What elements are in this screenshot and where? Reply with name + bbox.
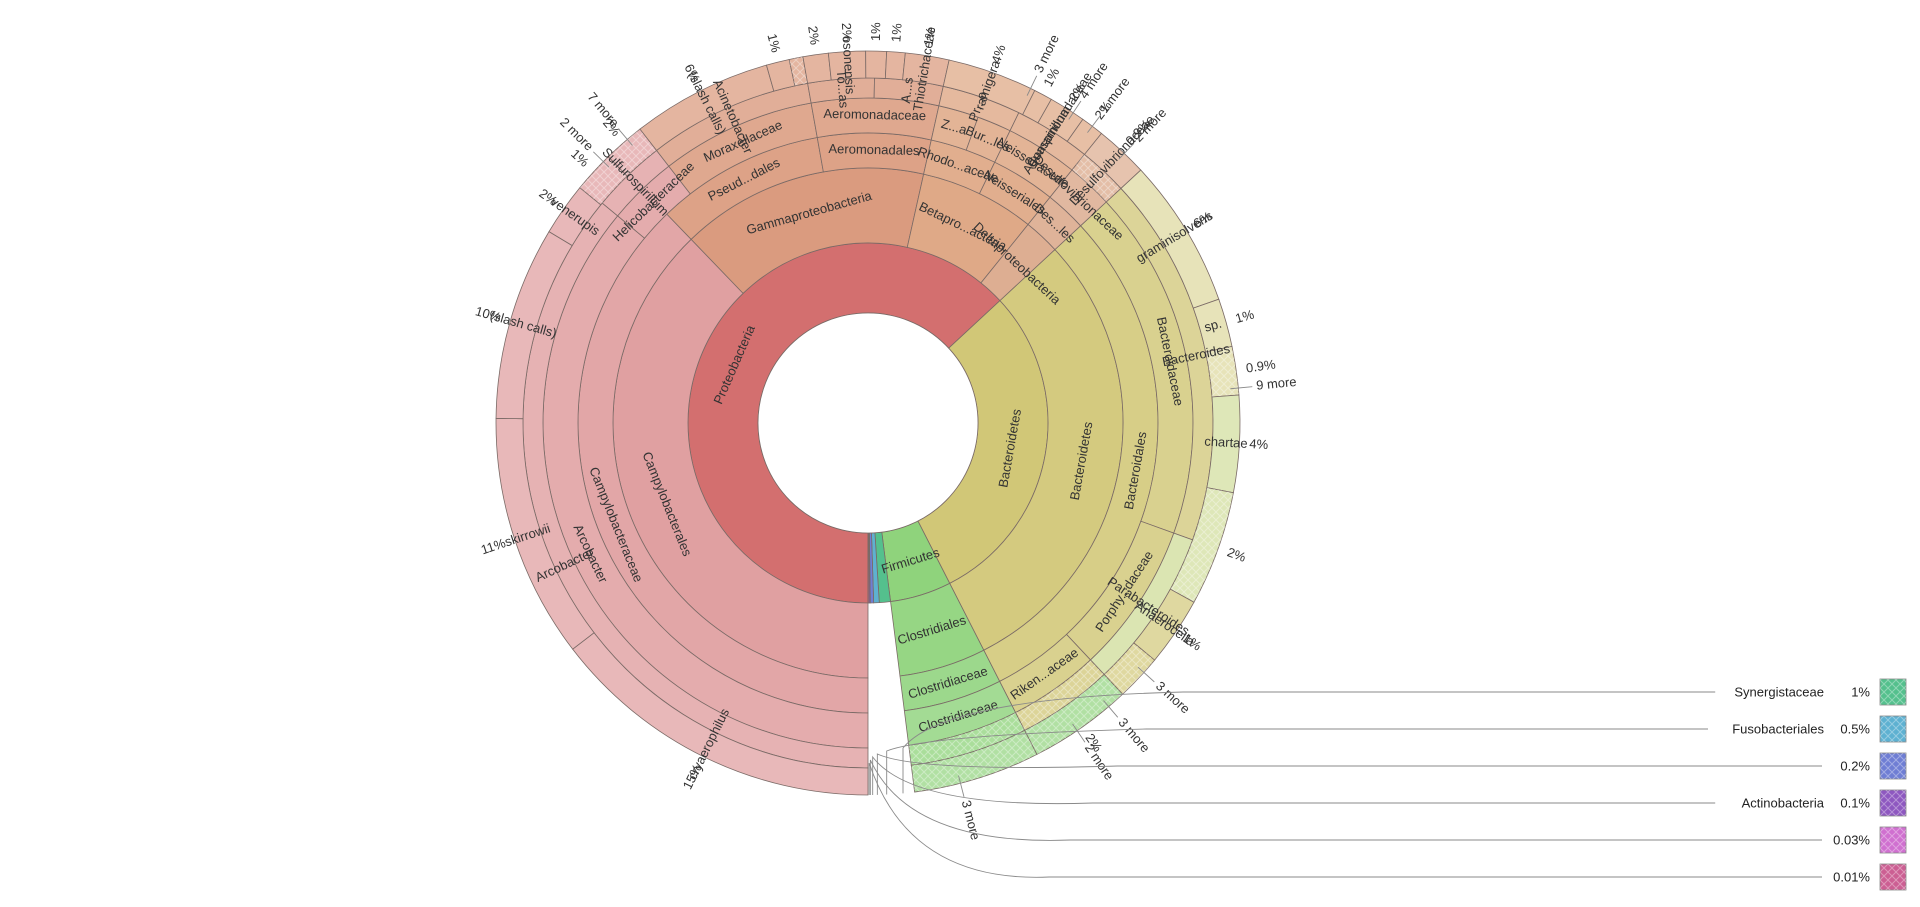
outer-leader-0: [593, 151, 610, 168]
key-leader-2: [876, 753, 1822, 795]
value-9: 2%: [805, 25, 823, 46]
key-swatch-hatch-2: [1880, 753, 1906, 779]
key-value-3: 0.1%: [1840, 795, 1870, 810]
segment-hatch-species-5: [608, 129, 657, 177]
outer-label-9: 2 more: [1082, 741, 1117, 783]
center-hole: [757, 312, 979, 534]
outer-label-2: 3 more: [1031, 32, 1062, 75]
key-leader-3: [872, 755, 1716, 805]
outer-leader-8: [1103, 700, 1119, 718]
label-genus-3: To...as: [834, 69, 852, 109]
segment-hatch-species-23: [1170, 487, 1234, 603]
segment-species-11[interactable]: [865, 50, 888, 79]
key-name-3: Actinobacteria: [1742, 795, 1825, 810]
segment-hatch-species-26: [1024, 674, 1123, 755]
outer-leader-3: [1068, 100, 1082, 120]
outer-label-10: 3 more: [959, 799, 984, 842]
segment-hatch-species-27: [911, 730, 1037, 793]
key-value-1: 0.5%: [1840, 721, 1870, 736]
key-swatch-hatch-1: [1880, 716, 1906, 742]
label-species-22: chartae: [1204, 433, 1248, 450]
value-14: 4%: [988, 42, 1009, 65]
key-leader-1: [886, 728, 1708, 795]
key-leader-4: [869, 759, 1822, 841]
value-22: 4%: [1249, 436, 1269, 452]
key-value-0: 1%: [1851, 684, 1870, 699]
value-12: 1%: [888, 22, 904, 42]
rings-layer: [495, 50, 1241, 796]
key-value-4: 0.03%: [1833, 832, 1870, 847]
segment-species-12[interactable]: [884, 51, 906, 81]
value-2: 10%: [474, 303, 504, 325]
value-11: 1%: [868, 22, 883, 42]
segment-hatch-genus-10: [1015, 659, 1105, 731]
value-13: 1%: [920, 26, 938, 47]
key-name-1: Fusobacteriales: [1732, 721, 1824, 736]
key-leader-5: [868, 762, 1822, 878]
outer-leader-10: [958, 775, 965, 797]
outer-leader-4: [1087, 114, 1102, 133]
outer-leader-2: [1026, 75, 1038, 96]
outer-label-6: 9 more: [1255, 374, 1297, 393]
segment-hatch-species-21: [1205, 346, 1239, 398]
segment-hatch-genus-11: [908, 712, 1025, 766]
key-swatch-hatch-4: [1880, 827, 1906, 853]
segment-species-9[interactable]: [802, 52, 832, 84]
outer-label-8: 3 more: [1115, 715, 1153, 756]
key-value-2: 0.2%: [1840, 758, 1870, 773]
key-swatch-hatch-0: [1880, 679, 1906, 705]
outer-leader-6: [1230, 386, 1253, 390]
key-leader-0: [902, 691, 1716, 794]
label-order-2: Aeromonadales: [828, 141, 920, 158]
label-family-3: Aeromonadaceae: [823, 106, 926, 123]
key-swatch-hatch-5: [1880, 864, 1906, 890]
key-layer: 1% Synergistaceae 0.5% Fusobacteriales 0.2% 0…: [868, 678, 1907, 891]
outer-leader-1: [617, 128, 633, 146]
value-20: 1%: [1234, 306, 1257, 326]
label-family-4: Z...a: [940, 116, 970, 138]
segment-hatch-genus-7: [1071, 154, 1121, 203]
segment-hatch-species-4: [579, 156, 628, 205]
label-genus-4: A...s: [898, 76, 916, 104]
outer-label-7: 3 more: [1153, 678, 1193, 716]
outer-leader-5: [1118, 142, 1135, 160]
key-value-5: 0.01%: [1833, 869, 1870, 884]
outer-leader-7: [1137, 666, 1155, 683]
value-7: 1%: [765, 32, 784, 54]
segment-phylum-7[interactable]: [867, 532, 870, 604]
label-species-10: osonensis: [840, 35, 858, 95]
outer-leader-9: [1072, 723, 1086, 743]
value-23: 2%: [1225, 544, 1248, 565]
key-name-0: Synergistaceae: [1734, 684, 1824, 699]
label-species-20: sp.: [1203, 316, 1224, 335]
key-swatch-hatch-3: [1880, 790, 1906, 816]
segment-hatch-species-8: [789, 56, 808, 86]
segment-hatch-species-25: [1104, 642, 1155, 695]
value-10: 2%: [839, 22, 855, 42]
value-1: 11%: [479, 535, 508, 557]
value-21: 0.9%: [1245, 356, 1277, 375]
